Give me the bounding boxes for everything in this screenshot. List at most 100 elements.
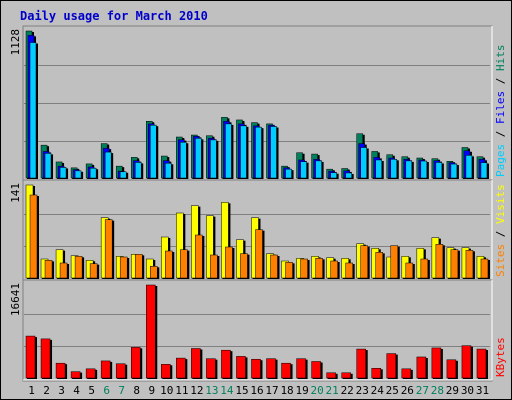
sites-bar-day-19 (300, 258, 308, 279)
x-tick-label: 23 (356, 384, 369, 397)
kbytes-bar-day-26 (401, 368, 412, 379)
pages-bar-day-9 (150, 124, 157, 179)
pages-bar-day-31 (480, 162, 488, 179)
x-tick-label: 24 (371, 384, 385, 397)
y-max-label: 1128 (9, 29, 22, 56)
kbytes-bar-day-3 (55, 362, 66, 379)
x-tick-label: 17 (265, 384, 278, 397)
sites-bar-day-14 (225, 246, 233, 279)
x-tick-label: 28 (431, 384, 444, 397)
pages-bar-day-28 (435, 162, 443, 179)
pages-bar-day-12 (195, 138, 202, 179)
sites-bar-day-4 (74, 256, 83, 279)
legend-entry: / (494, 224, 507, 244)
kbytes-bar-day-15 (236, 356, 246, 379)
kbytes-bar-day-28 (431, 347, 442, 379)
kbytes-bar-day-24 (371, 368, 381, 379)
sites-bar-day-13 (210, 254, 218, 279)
x-tick-label: 15 (235, 384, 248, 397)
pages-bar-day-19 (300, 161, 307, 179)
kbytes-bar-day-27 (416, 356, 427, 379)
x-tick-label: 30 (461, 384, 474, 397)
sites-bar-day-10 (165, 250, 173, 279)
kbytes-bar-day-14 (221, 349, 231, 379)
side-legend: KBytes (494, 337, 507, 377)
x-tick-label: 31 (476, 384, 489, 397)
x-tick-label: 8 (133, 384, 140, 397)
kbytes-bar-day-9 (146, 284, 156, 379)
x-tick-label: 5 (88, 384, 95, 397)
x-tick-label: 11 (175, 384, 188, 397)
kbytes-bar-day-30 (461, 345, 472, 379)
x-tick-label: 14 (220, 384, 234, 397)
sites-bar-day-26 (405, 262, 414, 279)
x-tick-label: 26 (401, 384, 414, 397)
kbytes-bar-day-20 (311, 361, 321, 379)
pages-bar-day-24 (375, 159, 382, 179)
kbytes-bar-day-19 (296, 358, 306, 379)
chart-title: Daily usage for March 2010 (20, 9, 208, 23)
y-max-label: 141 (9, 183, 22, 203)
y-max-label: 16641 (9, 283, 22, 316)
kbytes-bar-day-6 (100, 360, 111, 379)
pages-bar-day-2 (44, 153, 52, 179)
pages-bar-day-26 (405, 160, 413, 179)
pages-bar-day-25 (390, 159, 398, 179)
x-tick-label: 22 (341, 384, 354, 397)
sites-bar-day-12 (195, 234, 203, 279)
sites-bar-day-20 (315, 258, 323, 279)
sites-bar-day-5 (89, 263, 98, 279)
pages-bar-day-18 (285, 168, 292, 179)
sites-bar-day-1 (29, 194, 38, 279)
x-tick-label: 3 (58, 384, 65, 397)
pages-bar-day-7 (119, 171, 127, 179)
pages-bar-day-4 (74, 170, 82, 179)
pages-bar-day-3 (59, 167, 67, 179)
kbytes-bar-day-21 (326, 372, 336, 379)
legend-entry: Pages (494, 144, 507, 177)
sites-bar-day-8 (134, 254, 143, 279)
kbytes-bar-day-29 (446, 359, 457, 379)
kbytes-bar-day-22 (341, 372, 351, 379)
x-tick-label: 9 (148, 384, 155, 397)
legend-entry: Visits (494, 184, 507, 224)
pages-bar-day-27 (420, 160, 428, 179)
legend-entry: Hits (494, 45, 507, 72)
sites-bar-day-7 (119, 256, 128, 279)
legend-entry: / (494, 71, 507, 91)
x-tick-label: 29 (446, 384, 459, 397)
x-tick-label: 7 (118, 384, 125, 397)
x-tick-label: 6 (103, 384, 110, 397)
pages-bar-day-15 (240, 125, 247, 179)
sites-bar-day-22 (345, 262, 353, 279)
pages-bar-day-1 (29, 42, 37, 179)
pages-bar-day-22 (345, 172, 352, 179)
pages-bar-day-23 (360, 147, 367, 179)
visits-bar-day-13 (206, 215, 214, 279)
side-legend: Pages / Files / Hits (494, 45, 507, 178)
legend-entry: Files (494, 91, 507, 124)
pages-bar-day-6 (104, 151, 112, 179)
pages-bar-day-10 (165, 163, 172, 179)
kbytes-bar-day-23 (356, 348, 366, 379)
sites-bar-day-16 (255, 229, 263, 279)
kbytes-bar-day-10 (161, 364, 171, 379)
visits-bar-day-14 (221, 202, 229, 279)
legend-entry: Sites (494, 244, 507, 277)
sites-bar-day-25 (390, 245, 399, 279)
kbytes-bar-day-16 (251, 358, 261, 379)
pages-bar-day-13 (210, 139, 217, 179)
sites-bar-day-11 (180, 249, 188, 279)
sites-bar-day-17 (270, 254, 278, 279)
legend-entry: KBytes (494, 337, 507, 377)
sites-bar-day-30 (465, 250, 474, 279)
kbytes-bar-day-4 (70, 371, 81, 379)
x-tick-label: 25 (386, 384, 399, 397)
kbytes-bar-day-2 (40, 338, 51, 379)
x-tick-label: 27 (416, 384, 429, 397)
kbytes-bar-day-31 (476, 348, 487, 379)
sites-bar-day-27 (420, 258, 429, 279)
sites-bar-day-3 (59, 262, 68, 279)
kbytes-bar-day-18 (281, 362, 291, 379)
